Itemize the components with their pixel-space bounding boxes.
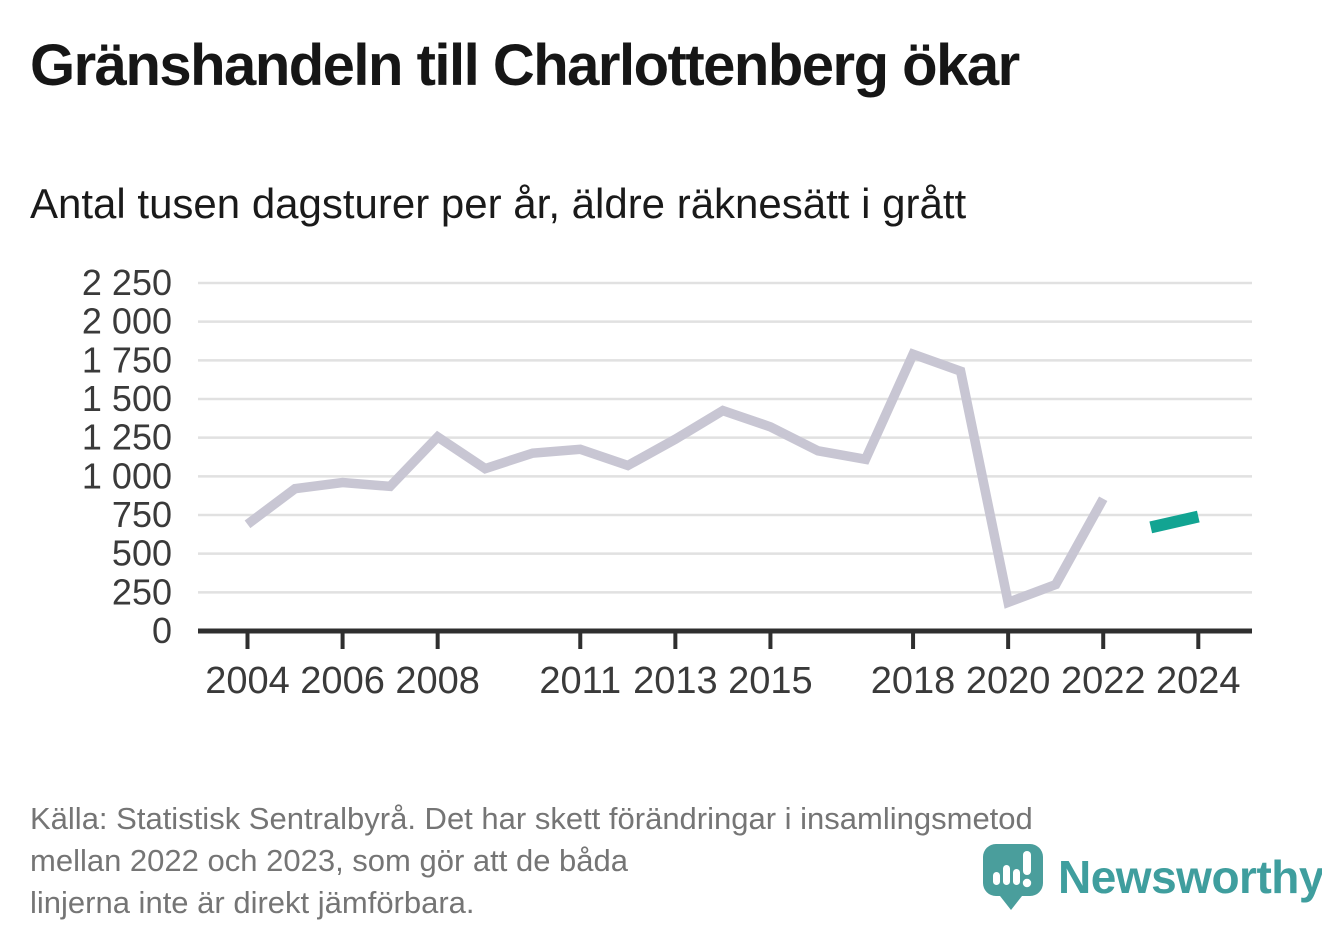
series-line-new-method xyxy=(1149,510,1200,534)
source-note-line2: mellan 2022 och 2023, som gör att de båd… xyxy=(30,843,629,878)
y-axis-tick-label: 0 xyxy=(152,610,172,651)
logo-exclamation-dot xyxy=(1022,878,1032,888)
source-note-line3: linjerna inte är direkt jämförbara. xyxy=(30,885,475,920)
brand-name: Newsworthy xyxy=(1058,851,1322,903)
x-axis-tick-label: 2013 xyxy=(633,660,718,702)
y-axis-tick-label: 500 xyxy=(112,533,172,574)
y-axis-tick-label: 2 250 xyxy=(82,262,172,303)
chart-subtitle: Antal tusen dagsturer per år, äldre räkn… xyxy=(30,180,967,227)
y-axis-tick-label: 1 500 xyxy=(82,378,172,419)
y-axis-tick-label: 250 xyxy=(112,571,172,612)
x-axis-tick-label: 2011 xyxy=(539,660,621,702)
x-axis-tick-label: 2024 xyxy=(1156,660,1241,702)
logo-bar-medium xyxy=(1003,865,1010,885)
x-axis-tick-label: 2008 xyxy=(395,660,480,702)
x-axis-tick-label: 2018 xyxy=(871,660,956,702)
x-axis-tick-label: 2022 xyxy=(1061,660,1146,702)
logo-bar-tall xyxy=(1013,869,1020,885)
y-axis-tick-label: 1 250 xyxy=(82,417,172,458)
y-axis-tick-label: 750 xyxy=(112,494,172,535)
page-title: Gränshandeln till Charlottenberg ökar xyxy=(30,33,1020,98)
y-axis-tick-label: 1 750 xyxy=(82,339,172,380)
y-axis-tick-label: 1 000 xyxy=(82,455,172,496)
source-note: Källa: Statistisk Sentralbyrå. Det har s… xyxy=(30,798,1033,924)
logo-exclamation-bar xyxy=(1023,851,1031,875)
x-axis-tick-label: 2015 xyxy=(728,660,813,702)
logo-bar-small xyxy=(993,872,1000,885)
y-axis-tick-label: 2 000 xyxy=(82,301,172,342)
newsworthy-logo-icon xyxy=(983,844,1043,910)
x-axis-tick-label: 2006 xyxy=(300,660,385,702)
source-note-line1: Källa: Statistisk Sentralbyrå. Det har s… xyxy=(30,801,1033,836)
x-axis-tick-label: 2004 xyxy=(205,660,290,702)
line-chart: 0 250 500 750 1 000 1 250 1 500 1 750 2 000 2 250… xyxy=(0,255,1322,725)
series-line-old-method xyxy=(244,348,1108,609)
x-axis-tick-label: 2020 xyxy=(966,660,1051,702)
newsworthy-brand: Newsworthy xyxy=(982,843,1322,911)
